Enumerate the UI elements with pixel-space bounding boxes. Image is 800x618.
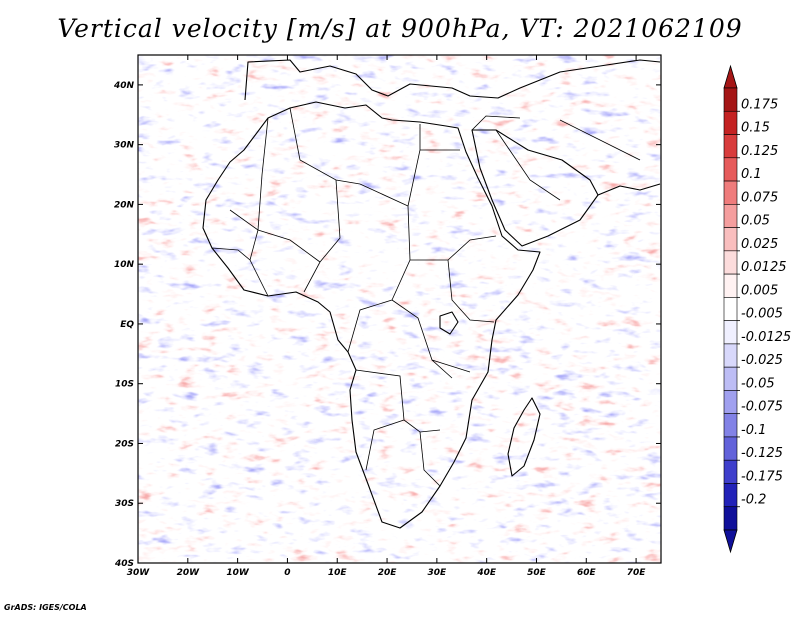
lon-tick-label: 40E	[476, 568, 497, 578]
lon-tick-label: 30W	[127, 568, 151, 578]
colorbar-bottom-cap	[723, 529, 738, 554]
lake-victoria	[439, 311, 459, 335]
colorbar-swatch	[723, 134, 738, 159]
lon-tick-label: 10E	[328, 568, 348, 578]
colorbar-label: 0.025	[741, 237, 778, 252]
lat-tick-label: 30N	[114, 141, 135, 151]
lon-tick-label: 50E	[527, 568, 547, 578]
lat-tick-label: 20S	[115, 439, 134, 449]
map-frame	[137, 54, 662, 564]
colorbar-swatch	[723, 436, 738, 461]
colorbar-label: 0.075	[741, 190, 778, 205]
colorbar-swatch	[723, 483, 738, 508]
colorbar: 0.175 0.15 0.125 0.1 0.075 0.05 0.025 0.0125 0.0…	[723, 64, 791, 554]
colorbar-label: -0.05	[741, 376, 775, 391]
country-borders	[211, 107, 641, 487]
map-panel	[138, 55, 661, 563]
madagascar-coastline	[507, 397, 541, 477]
arabia-coastline	[471, 129, 599, 247]
colorbar-label: 0.0125	[741, 260, 787, 275]
colorbar-swatch	[723, 250, 738, 275]
colorbar-label: -0.005	[741, 307, 783, 322]
credit-text: GrADS: IGES/COLA	[4, 603, 87, 612]
colorbar-swatch	[723, 110, 738, 135]
colorbar-label: -0.1	[741, 423, 766, 438]
lon-tick-label: 10W	[226, 568, 250, 578]
colorbar-label: -0.2	[741, 493, 766, 508]
colorbar-label: -0.025	[741, 353, 783, 368]
colorbar-label: -0.075	[741, 400, 783, 415]
chart-title: Vertical velocity [m/s] at 900hPa, VT: 2…	[57, 14, 743, 43]
persia-coastline	[597, 183, 661, 196]
colorbar-swatch	[723, 180, 738, 205]
lon-tick-label: 30E	[428, 568, 448, 578]
latitude-axis: 40N 30N 20N 10N EQ 10S 20S 30S 40S	[113, 81, 661, 569]
colorbar-label: -0.125	[741, 446, 783, 461]
colorbar-swatch	[723, 87, 738, 112]
colorbar-swatch	[723, 157, 738, 182]
colorbar-swatch	[723, 297, 738, 321]
colorbar-swatch	[723, 413, 738, 438]
lon-tick-label: 70E	[627, 568, 647, 578]
lat-tick-label: 20N	[114, 200, 135, 210]
colorbar-label: 0.1	[741, 167, 762, 182]
lat-tick-label: 40N	[113, 81, 135, 91]
velocity-field	[138, 55, 661, 563]
colorbar-label: 0.175	[741, 97, 778, 112]
europe-coastline	[244, 59, 661, 101]
colorbar-swatch	[723, 204, 738, 228]
colorbar-swatch	[723, 320, 738, 345]
lat-tick-label: 10S	[115, 380, 134, 390]
lat-tick-label: 30S	[115, 499, 134, 509]
lat-tick-label: 10N	[114, 260, 135, 270]
colorbar-swatch	[723, 227, 738, 252]
coastline-outlines	[202, 59, 661, 529]
colorbar-label: 0.15	[741, 121, 770, 136]
longitude-axis: 30W 20W 10W 0 10E 20E 30E 40E 50E 60E 70E	[127, 55, 647, 578]
colorbar-label: -0.175	[741, 469, 783, 484]
colorbar-label: -0.0125	[741, 330, 791, 345]
lon-tick-label: 20E	[378, 568, 398, 578]
colorbar-label: 0.05	[741, 214, 770, 229]
africa-coastline	[202, 101, 541, 529]
colorbar-swatch	[723, 506, 738, 531]
lat-tick-label: 40S	[114, 559, 134, 569]
colorbar-label: 0.005	[741, 283, 778, 298]
lon-tick-label: 60E	[577, 568, 597, 578]
colorbar-top-cap	[723, 64, 738, 89]
colorbar-swatch	[723, 459, 738, 484]
colorbar-swatch	[723, 366, 738, 391]
colorbar-swatch	[723, 390, 738, 414]
lat-tick-label: EQ	[120, 320, 134, 330]
colorbar-swatch	[723, 343, 738, 368]
colorbar-swatch	[723, 273, 738, 298]
colorbar-label: 0.125	[741, 144, 778, 159]
lon-tick-label: 20W	[177, 568, 201, 578]
lon-tick-label: 0	[284, 568, 290, 578]
